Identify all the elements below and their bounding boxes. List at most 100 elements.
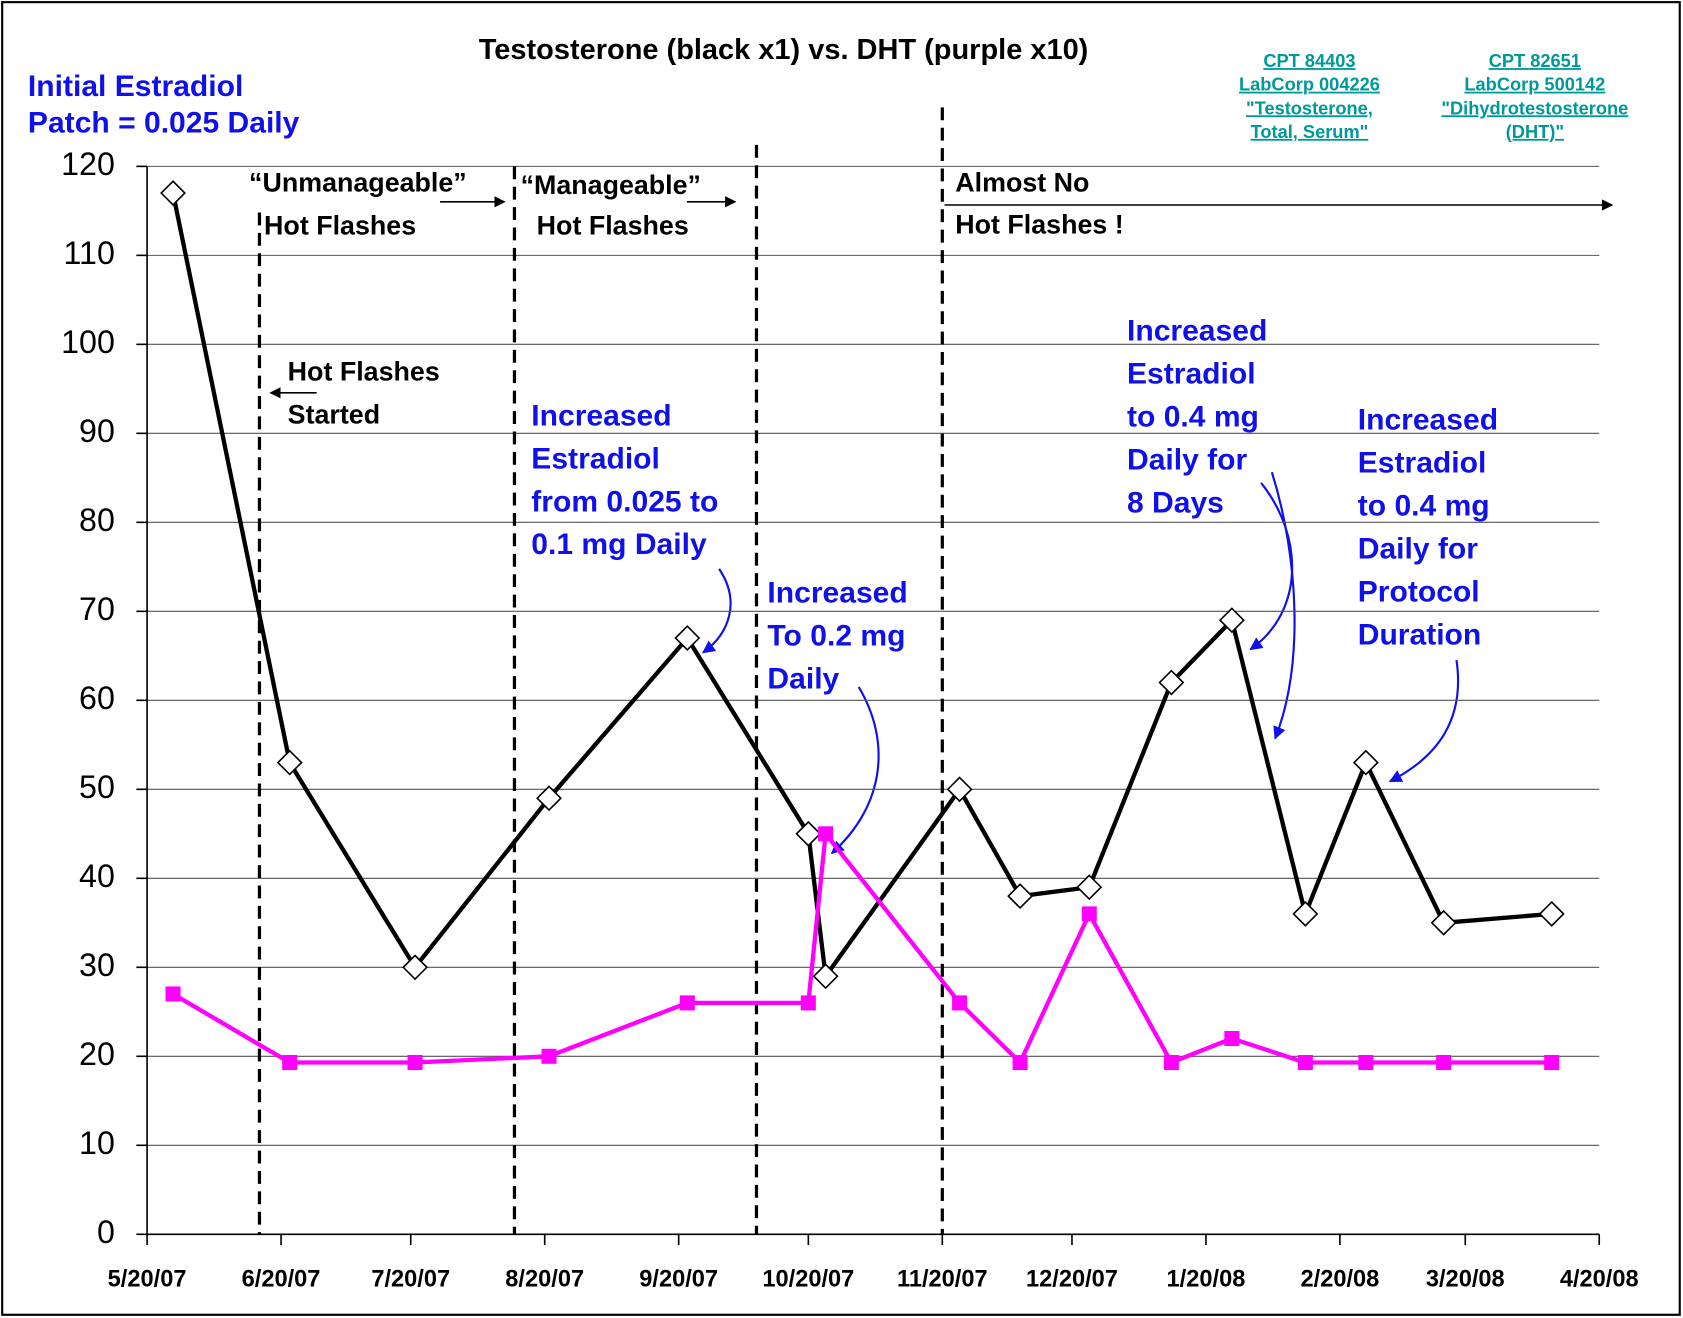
reference-link[interactable]: CPT 82651 xyxy=(1489,50,1581,71)
data-point xyxy=(1297,1055,1313,1071)
reference-link[interactable]: CPT 84403 xyxy=(1263,50,1355,71)
data-point xyxy=(800,995,816,1011)
annotation: “Manageable” xyxy=(521,170,701,200)
y-tick-label: 60 xyxy=(79,680,115,716)
data-point xyxy=(1158,669,1185,696)
data-point xyxy=(952,995,968,1011)
y-tick-label: 50 xyxy=(79,769,115,805)
annotation: Duration xyxy=(1358,618,1482,651)
chart-title: Testosterone (black x1) vs. DHT (purple … xyxy=(479,34,1089,66)
annotation: Estradiol xyxy=(1358,447,1487,480)
x-tick-label: 1/20/08 xyxy=(1167,1267,1246,1293)
x-tick-label: 4/20/08 xyxy=(1560,1267,1639,1293)
y-tick-label: 80 xyxy=(79,502,115,538)
reference-link[interactable]: "Testosterone, xyxy=(1246,97,1373,118)
note: Patch = 0.025 Daily xyxy=(28,106,300,139)
callout-arrow xyxy=(1388,659,1460,783)
data-point xyxy=(818,826,834,842)
data-point xyxy=(1007,883,1034,910)
reference-link[interactable]: LabCorp 500142 xyxy=(1464,74,1605,95)
data-point xyxy=(1538,900,1565,927)
data-point xyxy=(1352,749,1379,776)
annotation: to 0.4 mg xyxy=(1127,401,1259,434)
callout-arrows xyxy=(702,471,1460,855)
series-line xyxy=(171,831,1552,1065)
annotation: Hot Flashes xyxy=(537,211,689,241)
annotation: Increased xyxy=(531,399,671,432)
y-tick-label: 110 xyxy=(64,235,115,271)
y-tick-label: 120 xyxy=(61,146,115,182)
data-point xyxy=(1081,906,1097,922)
data-point xyxy=(1436,1055,1452,1071)
data-point xyxy=(1292,900,1319,927)
callout-arrow xyxy=(702,568,732,654)
data-point xyxy=(1076,874,1103,901)
reference-link[interactable]: (DHT)" xyxy=(1506,121,1564,142)
annotation: Daily for xyxy=(1358,533,1479,566)
data-point xyxy=(795,820,822,847)
data-point xyxy=(165,986,181,1002)
annotation: Started xyxy=(288,400,380,430)
annotation: Estradiol xyxy=(531,442,660,475)
callout-arrow xyxy=(1270,471,1296,740)
y-tick-label: 70 xyxy=(79,591,115,627)
annotation: To 0.2 mg xyxy=(767,619,905,652)
annotation: Hot Flashes xyxy=(264,211,416,241)
y-tick-label: 40 xyxy=(79,858,115,894)
x-tick-label: 12/20/07 xyxy=(1026,1267,1118,1293)
data-point xyxy=(1544,1055,1560,1071)
data-point xyxy=(402,954,428,981)
data-point xyxy=(1430,909,1457,936)
y-tick-label: 90 xyxy=(79,413,115,449)
annotation: from 0.025 to xyxy=(531,485,718,518)
arrows xyxy=(269,196,1614,399)
annotation: Increased xyxy=(1358,404,1498,437)
data-point xyxy=(674,625,701,651)
y-tick-label: 10 xyxy=(79,1125,115,1161)
reference-link[interactable]: "Dihydrotestosterone xyxy=(1441,97,1628,118)
data-point xyxy=(1358,1055,1374,1071)
x-tick-label: 10/20/07 xyxy=(762,1267,854,1293)
y-tick-label: 0 xyxy=(97,1214,115,1250)
y-tick-label: 20 xyxy=(79,1036,115,1072)
x-tick-label: 5/20/07 xyxy=(108,1267,187,1293)
data-point xyxy=(541,1048,557,1064)
x-tick-label: 2/20/08 xyxy=(1301,1267,1380,1293)
x-tick-label: 9/20/07 xyxy=(639,1267,718,1293)
x-tick-label: 7/20/07 xyxy=(371,1267,450,1293)
annotation: Increased xyxy=(1127,315,1267,348)
data-point xyxy=(276,749,303,776)
annotation: “Unmanageable” xyxy=(249,168,467,198)
data-point xyxy=(1012,1055,1028,1071)
annotation: Daily for xyxy=(1127,443,1248,476)
series-line xyxy=(170,192,1552,979)
callout-arrow xyxy=(830,686,880,855)
x-tick-label: 3/20/08 xyxy=(1426,1267,1505,1293)
annotation: 0.1 mg Daily xyxy=(531,528,707,561)
reference-link[interactable]: Total, Serum" xyxy=(1251,121,1369,142)
annotation: Hot Flashes xyxy=(288,357,440,387)
annotation: to 0.4 mg xyxy=(1358,490,1490,523)
data-point xyxy=(946,776,973,803)
annotation: Almost No xyxy=(955,168,1089,198)
annotation: Hot Flashes ! xyxy=(955,210,1123,240)
y-tick-label: 100 xyxy=(61,324,115,360)
note: Initial Estradiol xyxy=(28,70,243,103)
x-tick-label: 8/20/07 xyxy=(505,1267,584,1293)
y-tick-label: 30 xyxy=(79,947,115,983)
x-tick-label: 6/20/07 xyxy=(242,1267,321,1293)
data-point xyxy=(679,995,695,1011)
data-point xyxy=(282,1055,298,1071)
data-point xyxy=(536,785,562,812)
annotation: 8 Days xyxy=(1127,486,1224,519)
annotation: Protocol xyxy=(1358,575,1480,608)
data-point xyxy=(1163,1055,1179,1071)
annotation: Daily xyxy=(767,662,839,695)
data-point xyxy=(1224,1030,1240,1047)
data-point xyxy=(812,963,839,990)
reference-link[interactable]: LabCorp 004226 xyxy=(1239,74,1380,95)
data-point xyxy=(160,180,186,207)
